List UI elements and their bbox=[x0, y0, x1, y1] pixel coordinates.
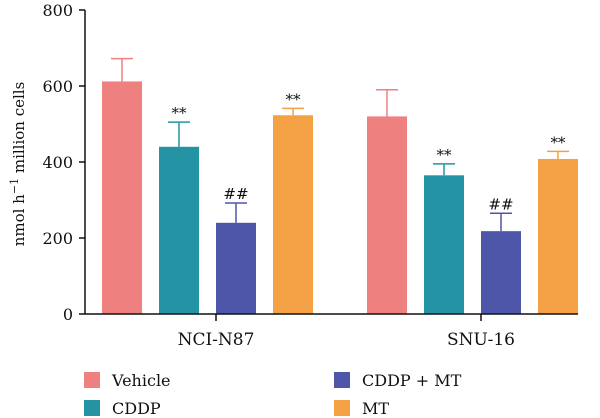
legend-item: CDDP bbox=[84, 399, 161, 418]
legend-label: Vehicle bbox=[111, 371, 171, 390]
significance-label: ## bbox=[488, 195, 513, 213]
legend-item: Vehicle bbox=[84, 371, 171, 390]
significance-label: ** bbox=[551, 133, 567, 151]
legend-swatch bbox=[84, 372, 100, 388]
significance-label: ** bbox=[172, 104, 188, 122]
bars: ** ** ## ## ** ** bbox=[102, 57, 578, 315]
legend-label: CDDP + MT bbox=[362, 371, 462, 390]
y-axis-title-superscript: −1 bbox=[8, 178, 21, 194]
legend-swatch bbox=[334, 400, 350, 416]
y-tick-label: 800 bbox=[42, 1, 73, 20]
significance-label: ## bbox=[223, 185, 248, 203]
y-axis: 0 200 400 600 800 bbox=[42, 1, 86, 324]
bar bbox=[159, 146, 199, 314]
legend-swatch bbox=[84, 400, 100, 416]
legend-label: CDDP bbox=[112, 399, 161, 418]
bar bbox=[273, 115, 313, 314]
y-axis-title: nmol h−1 million cells bbox=[8, 82, 29, 247]
y-tick-label: 400 bbox=[42, 153, 73, 172]
y-tick-label: 0 bbox=[63, 305, 73, 324]
significance-label: ** bbox=[437, 146, 453, 164]
legend-item: MT bbox=[334, 399, 389, 418]
legend: Vehicle CDDP CDDP + MT MT bbox=[84, 371, 462, 418]
bar bbox=[216, 222, 256, 314]
bar bbox=[367, 116, 407, 315]
y-tick-label: 600 bbox=[42, 77, 73, 96]
x-axis: NCI-N87 SNU-16 bbox=[85, 313, 578, 350]
y-axis-title-rest: million cells bbox=[10, 82, 28, 178]
bar bbox=[424, 175, 464, 314]
legend-label: MT bbox=[362, 399, 389, 418]
legend-item: CDDP + MT bbox=[334, 371, 462, 390]
bar bbox=[481, 231, 521, 314]
y-tick-label: 200 bbox=[42, 229, 73, 248]
significance-label: ** bbox=[286, 90, 302, 108]
x-tick-label: SNU-16 bbox=[447, 330, 515, 350]
legend-swatch bbox=[334, 372, 350, 388]
x-tick-label: NCI-N87 bbox=[178, 330, 255, 350]
bar bbox=[538, 158, 578, 314]
bar bbox=[102, 81, 142, 314]
